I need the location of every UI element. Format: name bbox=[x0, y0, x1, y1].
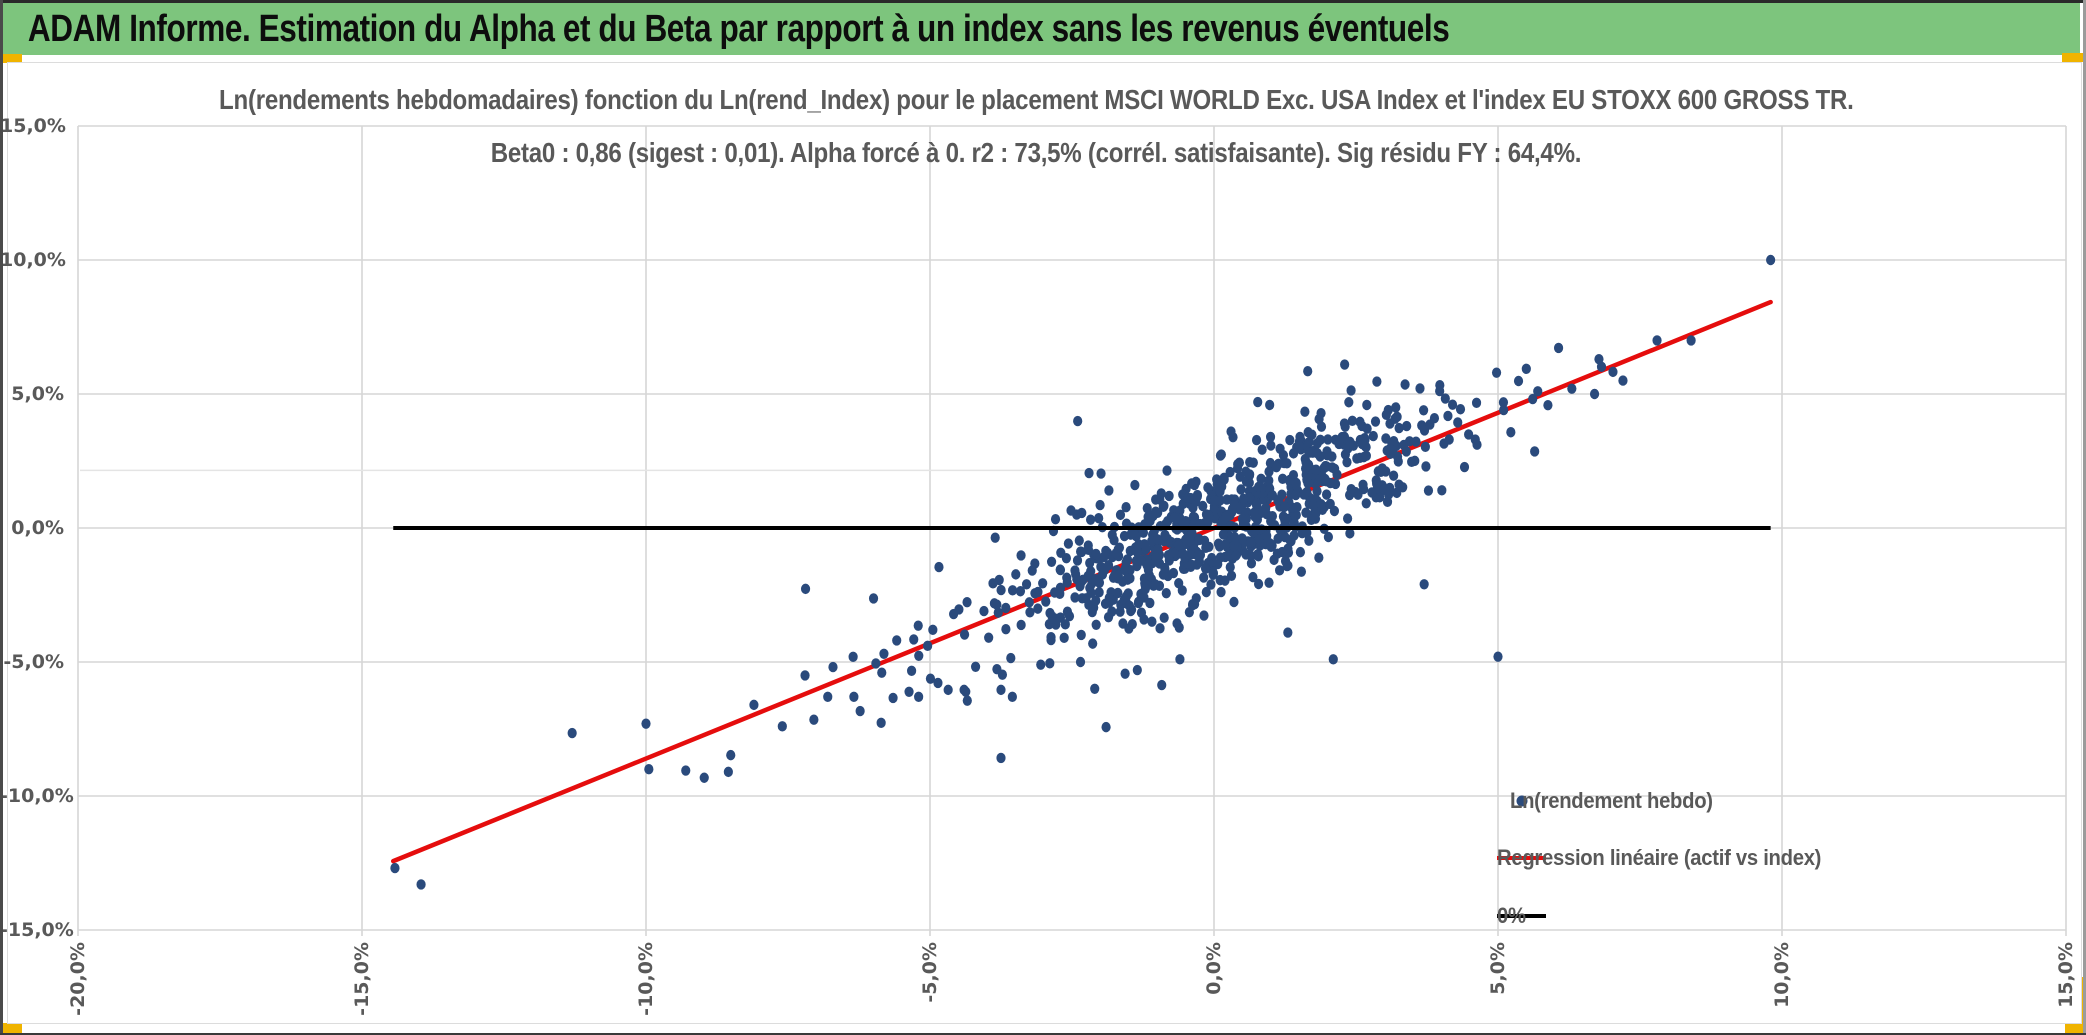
header-bar: ADAM Informe. Estimation du Alpha et du … bbox=[3, 3, 2080, 55]
accent-top-left bbox=[3, 54, 22, 63]
accent-bottom-left bbox=[3, 1023, 22, 1033]
accent-top-right bbox=[2062, 53, 2083, 62]
header-title: ADAM Informe. Estimation du Alpha et du … bbox=[27, 7, 1450, 50]
window-edge-left bbox=[0, 0, 3, 1035]
chart-area[interactable] bbox=[7, 62, 2082, 1024]
window-edge-right[interactable] bbox=[2083, 0, 2086, 1035]
window-edge-top bbox=[0, 0, 2086, 3]
window-edge-bottom bbox=[0, 1033, 2086, 1035]
